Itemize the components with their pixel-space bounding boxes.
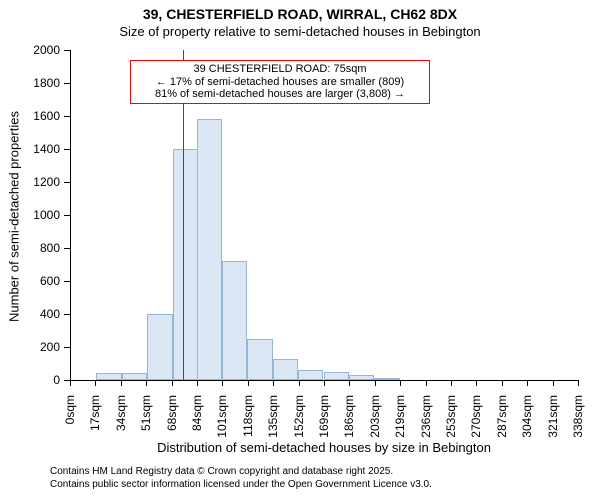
y-tick-label: 1000 bbox=[20, 208, 60, 222]
x-tick-label: 101sqm bbox=[215, 395, 229, 455]
y-tick bbox=[64, 248, 70, 249]
x-tick bbox=[400, 380, 401, 386]
y-tick-label: 1800 bbox=[20, 76, 60, 90]
y-tick bbox=[64, 281, 70, 282]
x-tick-label: 135sqm bbox=[266, 395, 280, 455]
histogram-bar bbox=[298, 370, 323, 380]
x-tick bbox=[172, 380, 173, 386]
y-tick bbox=[64, 347, 70, 348]
x-tick bbox=[476, 380, 477, 386]
histogram-bar bbox=[273, 359, 298, 380]
x-tick bbox=[578, 380, 579, 386]
x-tick-label: 287sqm bbox=[495, 395, 509, 455]
x-tick bbox=[95, 380, 96, 386]
chart-container: 39, CHESTERFIELD ROAD, WIRRAL, CH62 8DX … bbox=[0, 0, 600, 500]
x-tick-label: 84sqm bbox=[190, 395, 204, 455]
x-tick bbox=[426, 380, 427, 386]
y-tick-label: 1400 bbox=[20, 142, 60, 156]
x-tick bbox=[324, 380, 325, 386]
x-tick-label: 169sqm bbox=[317, 395, 331, 455]
x-tick bbox=[502, 380, 503, 386]
y-tick-label: 0 bbox=[20, 373, 60, 387]
x-tick bbox=[375, 380, 376, 386]
x-tick bbox=[121, 380, 122, 386]
y-tick-label: 400 bbox=[20, 307, 60, 321]
annotation-line: 81% of semi-detached houses are larger (… bbox=[135, 88, 425, 101]
x-tick-label: 118sqm bbox=[241, 395, 255, 455]
histogram-bar bbox=[122, 373, 147, 380]
y-tick bbox=[64, 215, 70, 216]
footer-line-1: Contains HM Land Registry data © Crown c… bbox=[50, 466, 393, 477]
x-tick-label: 34sqm bbox=[114, 395, 128, 455]
y-tick bbox=[64, 116, 70, 117]
x-tick-label: 0sqm bbox=[63, 395, 77, 455]
histogram-bar bbox=[96, 373, 121, 380]
y-tick-label: 200 bbox=[20, 340, 60, 354]
y-tick-label: 1600 bbox=[20, 109, 60, 123]
x-tick bbox=[222, 380, 223, 386]
x-tick-label: 186sqm bbox=[342, 395, 356, 455]
x-tick bbox=[299, 380, 300, 386]
x-tick-label: 236sqm bbox=[419, 395, 433, 455]
histogram-bar bbox=[247, 339, 272, 380]
x-tick bbox=[70, 380, 71, 386]
histogram-bar bbox=[173, 149, 198, 380]
annotation-box: 39 CHESTERFIELD ROAD: 75sqm← 17% of semi… bbox=[130, 60, 430, 104]
x-tick-label: 338sqm bbox=[571, 395, 585, 455]
y-tick bbox=[64, 83, 70, 84]
x-tick bbox=[197, 380, 198, 386]
y-tick-label: 600 bbox=[20, 274, 60, 288]
x-tick bbox=[451, 380, 452, 386]
histogram-bar bbox=[349, 375, 374, 380]
y-tick bbox=[64, 50, 70, 51]
x-tick-label: 152sqm bbox=[292, 395, 306, 455]
y-tick-label: 1200 bbox=[20, 175, 60, 189]
x-tick bbox=[248, 380, 249, 386]
y-tick-label: 2000 bbox=[20, 43, 60, 57]
annotation-line: 39 CHESTERFIELD ROAD: 75sqm bbox=[135, 63, 425, 76]
x-tick-label: 17sqm bbox=[88, 395, 102, 455]
histogram-bar bbox=[374, 378, 399, 380]
x-tick-label: 253sqm bbox=[444, 395, 458, 455]
x-tick bbox=[527, 380, 528, 386]
x-tick-label: 270sqm bbox=[469, 395, 483, 455]
y-tick bbox=[64, 149, 70, 150]
histogram-bar bbox=[147, 314, 172, 380]
x-tick-label: 51sqm bbox=[139, 395, 153, 455]
y-tick bbox=[64, 314, 70, 315]
histogram-bar bbox=[197, 119, 222, 380]
x-tick-label: 219sqm bbox=[393, 395, 407, 455]
histogram-bar bbox=[222, 261, 247, 380]
x-tick bbox=[146, 380, 147, 386]
y-tick-label: 800 bbox=[20, 241, 60, 255]
x-tick bbox=[273, 380, 274, 386]
x-tick-label: 68sqm bbox=[165, 395, 179, 455]
x-tick-label: 304sqm bbox=[520, 395, 534, 455]
histogram-bar bbox=[324, 372, 349, 380]
x-tick-label: 203sqm bbox=[368, 395, 382, 455]
x-tick-label: 321sqm bbox=[546, 395, 560, 455]
chart-subtitle: Size of property relative to semi-detach… bbox=[0, 24, 600, 39]
footer-line-2: Contains public sector information licen… bbox=[50, 479, 432, 490]
annotation-line: ← 17% of semi-detached houses are smalle… bbox=[135, 76, 425, 89]
y-tick bbox=[64, 182, 70, 183]
x-tick bbox=[553, 380, 554, 386]
chart-title: 39, CHESTERFIELD ROAD, WIRRAL, CH62 8DX bbox=[0, 6, 600, 22]
x-tick bbox=[349, 380, 350, 386]
